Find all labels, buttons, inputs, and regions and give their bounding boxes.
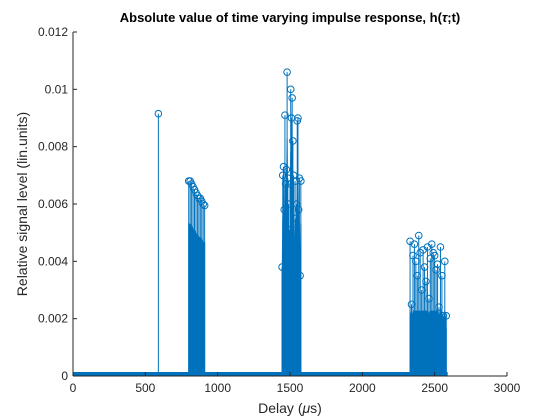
stem-c2-23-marker bbox=[294, 205, 303, 214]
y-tick-label-6: 0.012 bbox=[38, 25, 68, 39]
stem-c2-22 bbox=[294, 114, 302, 376]
stem-c3-25-marker bbox=[442, 312, 451, 320]
stem-c2-12 bbox=[286, 85, 295, 376]
x-tick-label-2: 1000 bbox=[204, 381, 231, 395]
stem-c3-25 bbox=[442, 312, 451, 376]
x-tick-label-0: 0 bbox=[70, 381, 77, 395]
stem-c3-21 bbox=[436, 243, 445, 376]
x-tick-label-6: 3000 bbox=[494, 381, 521, 395]
stem-c2-14-marker bbox=[288, 94, 296, 102]
x-tick-label-3: 1500 bbox=[277, 381, 304, 395]
tick-labels: 0 500 1000 1500 2000 2500 3000 0 0.002 0.004 0.006… bbox=[38, 25, 521, 395]
stem-c2-4-marker bbox=[281, 111, 289, 119]
stem-c3-17 bbox=[430, 251, 439, 376]
stem-c3-3 bbox=[410, 240, 419, 376]
stem-c3-6-marker bbox=[414, 231, 423, 240]
stem-c3-6 bbox=[414, 231, 423, 376]
stem-c2-23 bbox=[294, 205, 303, 376]
y-tick-label-0: 0 bbox=[61, 369, 68, 383]
stem-c3-15 bbox=[427, 240, 436, 376]
stem-c3-15-marker bbox=[427, 240, 436, 248]
stem-c2-7 bbox=[283, 68, 291, 376]
stem-c1-11-marker bbox=[200, 201, 209, 210]
x-tick-label-5: 2500 bbox=[421, 381, 448, 395]
stem-c3-18-marker bbox=[432, 266, 440, 274]
stem-series bbox=[73, 68, 451, 377]
stem-c2-25-marker bbox=[296, 271, 304, 280]
stem-c3-3-marker bbox=[410, 240, 419, 248]
stem-c1-11 bbox=[200, 201, 209, 376]
stem-c2-6-marker bbox=[282, 165, 291, 174]
y-tick-label-5: 0.01 bbox=[45, 82, 69, 96]
stem-c2-6 bbox=[282, 165, 291, 376]
stem-c2-22-marker bbox=[294, 114, 302, 122]
stem-c3-18 bbox=[432, 266, 440, 376]
stem-c2-15 bbox=[289, 137, 297, 376]
tick-marks bbox=[72, 31, 508, 377]
stem-c2-21 bbox=[293, 117, 302, 376]
stem-c3-24-marker bbox=[440, 257, 449, 266]
y-tick-label-4: 0.008 bbox=[38, 140, 68, 154]
stem-single bbox=[154, 109, 163, 376]
y-axis-label: Relative signal level (lin.units) bbox=[14, 112, 30, 296]
stem-c2-4 bbox=[281, 111, 289, 376]
stem-c2-26 bbox=[297, 177, 305, 376]
y-tick-label-3: 0.006 bbox=[38, 197, 68, 211]
stem-c2-26-marker bbox=[297, 177, 305, 185]
x-tick-label-1: 500 bbox=[135, 381, 155, 395]
stem-c2-21-marker bbox=[293, 117, 302, 125]
x-axis-label: Delay (μs) bbox=[258, 400, 322, 416]
stem-c3-17-marker bbox=[430, 251, 439, 260]
stem-c2-15-marker bbox=[289, 137, 297, 145]
y-tick-label-1: 0.002 bbox=[38, 312, 68, 326]
stem-c2-12-marker bbox=[286, 85, 295, 94]
stem-c1-10 bbox=[199, 200, 207, 376]
stem-c3-11-marker bbox=[422, 277, 430, 286]
stem-c2-7-marker bbox=[283, 68, 291, 76]
stem-c3-21-marker bbox=[436, 243, 445, 251]
stem-single-marker bbox=[154, 109, 163, 118]
chart-title: Absolute value of time varying impulse r… bbox=[120, 10, 461, 25]
stem-c2-25 bbox=[296, 271, 304, 376]
cluster1-body bbox=[188, 223, 206, 377]
stem-c1-10-marker bbox=[199, 200, 207, 208]
y-tick-label-2: 0.004 bbox=[38, 254, 68, 268]
x-tick-label-4: 2000 bbox=[349, 381, 376, 395]
